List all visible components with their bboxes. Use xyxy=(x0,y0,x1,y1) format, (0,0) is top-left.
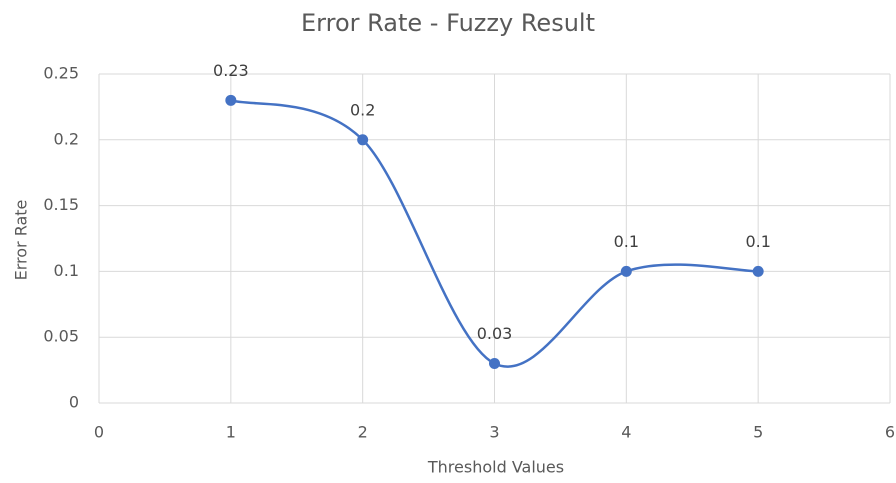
x-tick-label: 6 xyxy=(885,423,895,442)
y-tick-label: 0.15 xyxy=(43,195,79,214)
x-tick-label: 5 xyxy=(753,423,763,442)
point xyxy=(357,134,369,146)
point xyxy=(620,265,632,277)
data-label: 0.1 xyxy=(745,232,770,251)
data-label: 0.03 xyxy=(477,324,513,343)
y-tick-label: 0.2 xyxy=(54,129,79,148)
y-tick-label: 0.25 xyxy=(43,64,79,83)
y-axis-label: Error Rate xyxy=(12,200,31,281)
point xyxy=(489,358,500,370)
chart-title: Error Rate - Fuzzy Result xyxy=(301,9,595,37)
point xyxy=(752,265,764,277)
x-tick-label: 4 xyxy=(621,423,631,442)
y-tick-label: 0.05 xyxy=(43,327,79,346)
point xyxy=(225,94,237,106)
data-label: 0.1 xyxy=(614,232,639,251)
y-tick-label: 0.1 xyxy=(54,261,79,280)
x-axis-label: Threshold Values xyxy=(427,458,564,477)
y-tick-label: 0 xyxy=(69,393,79,412)
x-tick-label: 0 xyxy=(94,423,104,442)
x-tick-label: 1 xyxy=(226,423,236,442)
x-tick-label: 3 xyxy=(489,423,499,442)
data-label: 0.23 xyxy=(213,61,249,80)
data-label: 0.2 xyxy=(350,100,375,119)
x-tick-label: 2 xyxy=(358,423,368,442)
